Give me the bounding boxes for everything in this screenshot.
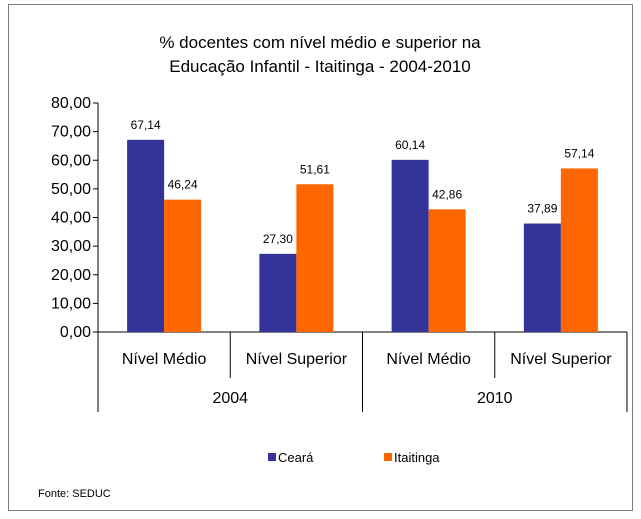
y-tick-label: 30,00 xyxy=(51,238,91,255)
legend-label: Ceará xyxy=(278,450,314,465)
bar-ceará xyxy=(127,139,165,332)
bar-itaitinga xyxy=(296,184,334,332)
x-category-label: Nível Superior xyxy=(510,351,612,368)
x-group-label: 2010 xyxy=(477,390,513,407)
y-tick-label: 10,00 xyxy=(51,295,91,312)
bar-ceará xyxy=(391,159,429,332)
bar-itaitinga xyxy=(428,209,466,332)
y-tick-label: 40,00 xyxy=(51,210,91,227)
data-label: 57,14 xyxy=(564,146,594,160)
y-tick-label: 20,00 xyxy=(51,267,91,284)
x-category-label: Nível Superior xyxy=(246,351,348,368)
chart-bars: 67,14 46,24 27,30 51,61 60,14 42,86 37,89 57,14 xyxy=(127,118,598,332)
legend-swatch xyxy=(384,453,392,461)
y-tick-label: 80,00 xyxy=(51,95,91,112)
y-tick-label: 70,00 xyxy=(51,124,91,141)
chart-title-line-1: % docentes com nível médio e superior na xyxy=(159,33,481,52)
y-tick-label: 0,00 xyxy=(60,324,91,341)
y-tick-label: 50,00 xyxy=(51,181,91,198)
data-label: 42,86 xyxy=(432,187,462,201)
data-label: 37,89 xyxy=(527,202,557,216)
bar-ceará xyxy=(523,223,561,332)
x-category-label: Nível Médio xyxy=(122,351,207,368)
chart-legend: Ceará Itaitinga xyxy=(268,450,440,465)
data-label: 67,14 xyxy=(131,118,161,132)
data-label: 60,14 xyxy=(395,138,425,152)
x-group-label: 2004 xyxy=(212,390,248,407)
source-note: Fonte: SEDUC xyxy=(38,488,111,500)
legend-swatch xyxy=(268,453,276,461)
x-category-label: Nível Médio xyxy=(386,351,471,368)
chart-axes: 0,00 10,00 20,00 30,00 40,00 50,00 60,00 70,00 8… xyxy=(51,95,628,412)
data-label: 51,61 xyxy=(300,162,330,176)
data-label: 46,24 xyxy=(168,178,198,192)
bar-itaitinga xyxy=(164,199,202,332)
bar-ceará xyxy=(259,253,297,332)
legend-label: Itaitinga xyxy=(394,450,440,465)
bar-itaitinga xyxy=(560,168,598,332)
y-tick-label: 60,00 xyxy=(51,152,91,169)
data-label: 27,30 xyxy=(263,232,293,246)
chart-title-line-2: Educação Infantil - Itaitinga - 2004-201… xyxy=(169,57,470,76)
